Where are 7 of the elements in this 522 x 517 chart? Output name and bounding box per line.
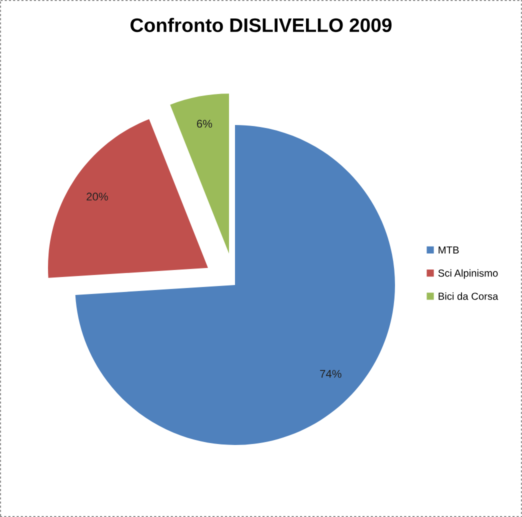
data-label: 20%	[86, 192, 108, 201]
legend-label: Bici da Corsa	[438, 292, 498, 300]
legend-label: MTB	[438, 246, 459, 254]
chart-title: Confronto DISLIVELLO 2009	[130, 18, 392, 32]
data-label: 6%	[196, 120, 212, 128]
data-label: 74%	[320, 370, 342, 378]
legend-label: Sci Alpinismo	[438, 269, 498, 279]
